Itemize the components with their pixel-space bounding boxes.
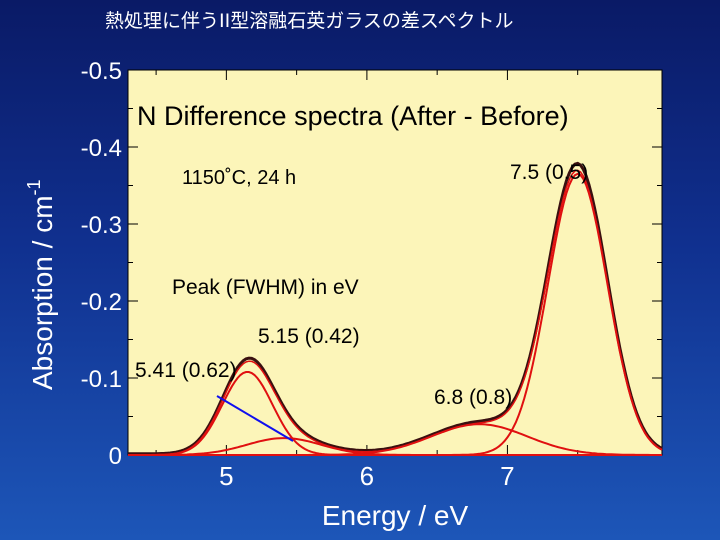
peak-label-0: 5.41 (0.62) xyxy=(135,359,237,382)
condition-label: 1150˚C, 24 h xyxy=(182,167,296,189)
peak-header-label: Peak (FWHM) in eV xyxy=(172,276,359,299)
slide-title: 熱処理に伴うII型溶融石英ガラスの差スペクトル xyxy=(105,10,514,32)
peak-label-2: 6.8 (0.8) xyxy=(434,386,512,409)
peak-label-1: 5.15 (0.42) xyxy=(258,325,360,348)
x-axis-label: Energy / eV xyxy=(322,500,469,531)
y-tick-label: -0.1 xyxy=(81,366,122,393)
y-tick-label: -0.2 xyxy=(81,289,122,316)
pointer-line xyxy=(216,395,294,442)
fit-total-line xyxy=(128,169,663,456)
x-tick-label: 5 xyxy=(219,461,233,491)
axis-labels: Energy / eV Absorption / cm-1 xyxy=(24,179,468,531)
fit-peak-3 xyxy=(128,172,663,456)
y-tick-label: -0.4 xyxy=(81,135,122,162)
y-axis-label: Absorption / cm-1 xyxy=(24,179,58,390)
x-tick-label: 7 xyxy=(500,461,514,491)
axis-ticks: 0 -0.1 -0.2 -0.3 -0.4 -0.5 5 6 7 xyxy=(81,58,662,491)
y-tick-label: -0.5 xyxy=(81,58,122,85)
spectra-lines xyxy=(128,161,663,456)
y-tick-label: 0 xyxy=(109,443,122,470)
peak-label-3: 7.5 (0.5) xyxy=(510,161,588,184)
y-axis-label-superscript: -1 xyxy=(24,179,44,195)
measured-spectrum-line xyxy=(128,161,663,456)
x-tick-label: 6 xyxy=(360,461,374,491)
y-tick-label: -0.3 xyxy=(81,212,122,239)
annotations: N Difference spectra (After - Before) 115… xyxy=(135,101,588,442)
chart-title: N Difference spectra (After - Before) xyxy=(137,101,569,131)
